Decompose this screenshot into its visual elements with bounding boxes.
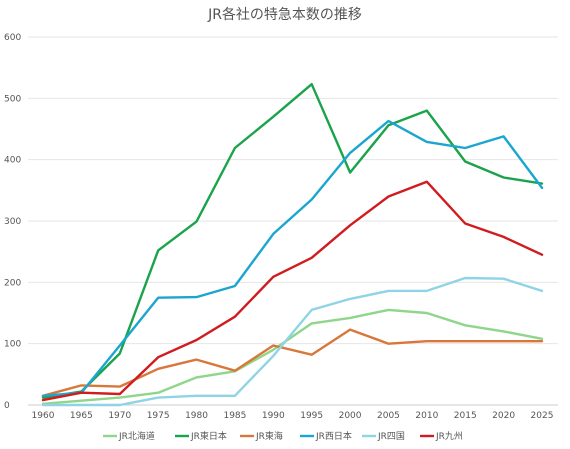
series-line-5 bbox=[41, 276, 544, 407]
legend-label: JR東海 bbox=[255, 430, 283, 442]
y-tick-label: 200 bbox=[4, 278, 21, 288]
x-tick-label: 1990 bbox=[262, 411, 285, 421]
x-tick-label: 2020 bbox=[492, 411, 515, 421]
y-tick-label: 0 bbox=[4, 401, 10, 411]
y-tick-label: 100 bbox=[4, 340, 21, 350]
x-tick-label: 1975 bbox=[147, 411, 170, 421]
legend-label: JR東日本 bbox=[190, 430, 227, 442]
x-tick-label: 1965 bbox=[70, 411, 93, 421]
y-tick-label: 600 bbox=[4, 33, 21, 43]
x-tick-label: 1980 bbox=[185, 411, 208, 421]
y-tick-label: 300 bbox=[4, 217, 21, 227]
legend-label: JR西日本 bbox=[315, 430, 352, 442]
series-line-3 bbox=[41, 328, 544, 397]
x-tick-label: 2000 bbox=[339, 411, 362, 421]
x-tick-label: 2005 bbox=[377, 411, 400, 421]
y-tick-label: 400 bbox=[4, 156, 21, 166]
x-tick-label: 1970 bbox=[108, 411, 131, 421]
legend-label: JR九州 bbox=[435, 431, 463, 442]
series-line-1 bbox=[41, 308, 544, 405]
x-tick-label: 2010 bbox=[415, 411, 438, 421]
y-tick-label: 500 bbox=[4, 94, 21, 104]
legend-label: JR北海道 bbox=[118, 430, 155, 442]
x-tick-label: 1985 bbox=[223, 411, 246, 421]
series-line-4 bbox=[41, 119, 544, 397]
legend-label: JR四国 bbox=[377, 431, 405, 442]
x-tick-label: 2015 bbox=[454, 411, 477, 421]
series-line-6 bbox=[41, 180, 544, 402]
x-tick-label: 1995 bbox=[300, 411, 323, 421]
x-tick-label: 1960 bbox=[32, 411, 55, 421]
x-tick-label: 2025 bbox=[531, 411, 554, 421]
chart-title: JR各社の特急本数の推移 bbox=[208, 7, 362, 23]
